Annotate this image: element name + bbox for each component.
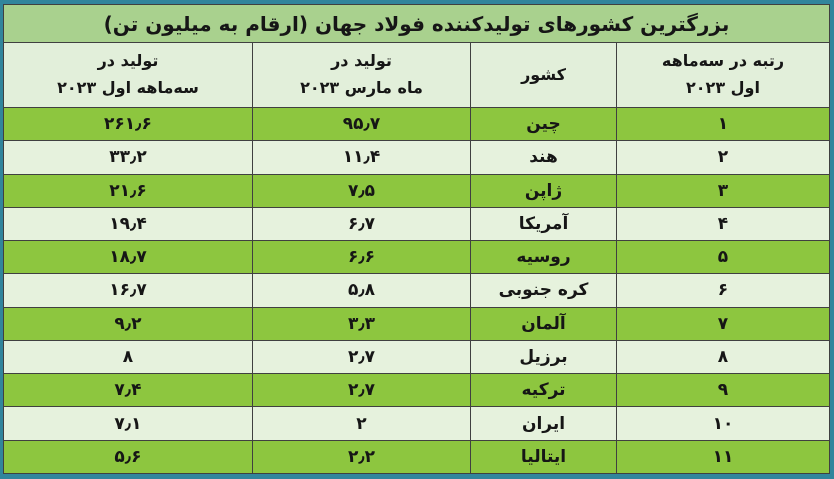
header-country: کشور bbox=[470, 42, 617, 108]
table-row: ۶ کره جنوبی ۵٫۸ ۱۶٫۷ bbox=[2, 273, 830, 308]
header-q1-line2: سه‌ماهه اول ۲۰۲۳ bbox=[57, 78, 199, 97]
rank-cell: ۶ bbox=[616, 273, 830, 308]
country-cell: برزیل bbox=[470, 339, 617, 375]
q1-production-cell: ۱۶٫۷ bbox=[2, 273, 254, 308]
header-rank: رتبه در سه‌ماهه اول ۲۰۲۳ bbox=[616, 42, 830, 108]
rank-cell: ۱۰ bbox=[616, 406, 830, 441]
table-row: ۲ هند ۱۱٫۴ ۳۳٫۲ bbox=[2, 140, 830, 175]
header-march-production: تولید در ماه مارس ۲۰۲۳ bbox=[252, 42, 471, 108]
table-row: ۹ ترکیه ۲٫۷ ۷٫۴ bbox=[2, 373, 830, 408]
march-production-cell: ۲٫۲ bbox=[252, 439, 471, 475]
q1-production-cell: ۵٫۶ bbox=[2, 439, 254, 475]
march-production-cell: ۲ bbox=[252, 406, 471, 441]
country-cell: کره جنوبی bbox=[470, 273, 617, 308]
table-row: ۱۰ ایران ۲ ۷٫۱ bbox=[2, 406, 830, 441]
country-cell: ایتالیا bbox=[470, 439, 617, 475]
rank-cell: ۱۱ bbox=[616, 439, 830, 475]
header-rank-line2: اول ۲۰۲۳ bbox=[686, 78, 760, 97]
header-row: رتبه در سه‌ماهه اول ۲۰۲۳ کشور تولید در م… bbox=[2, 42, 830, 108]
country-cell: ترکیه bbox=[470, 373, 617, 408]
q1-production-cell: ۳۳٫۲ bbox=[2, 140, 254, 175]
table-row: ۴ آمریکا ۶٫۷ ۱۹٫۴ bbox=[2, 206, 830, 242]
country-cell: ژاپن bbox=[470, 173, 617, 208]
q1-production-cell: ۷٫۴ bbox=[2, 373, 254, 408]
march-production-cell: ۲٫۷ bbox=[252, 373, 471, 408]
table-row: ۳ ژاپن ۷٫۵ ۲۱٫۶ bbox=[2, 173, 830, 208]
rank-cell: ۷ bbox=[616, 306, 830, 341]
country-cell: روسیه bbox=[470, 240, 617, 275]
table-row: ۱ چین ۹۵٫۷ ۲۶۱٫۶ bbox=[2, 106, 830, 142]
march-production-cell: ۳٫۳ bbox=[252, 306, 471, 341]
q1-production-cell: ۲۱٫۶ bbox=[2, 173, 254, 208]
q1-production-cell: ۹٫۲ bbox=[2, 306, 254, 341]
march-production-cell: ۹۵٫۷ bbox=[252, 106, 471, 142]
rank-cell: ۹ bbox=[616, 373, 830, 408]
march-production-cell: ۵٫۸ bbox=[252, 273, 471, 308]
country-cell: آمریکا bbox=[470, 206, 617, 242]
march-production-cell: ۱۱٫۴ bbox=[252, 140, 471, 175]
march-production-cell: ۶٫۷ bbox=[252, 206, 471, 242]
q1-production-cell: ۱۸٫۷ bbox=[2, 240, 254, 275]
country-cell: ایران bbox=[470, 406, 617, 441]
rank-cell: ۵ bbox=[616, 240, 830, 275]
header-q1-line1: تولید در bbox=[97, 51, 159, 71]
country-cell: آلمان bbox=[470, 306, 617, 341]
q1-production-cell: ۱۹٫۴ bbox=[2, 206, 254, 242]
rank-cell: ۴ bbox=[616, 206, 830, 242]
table-row: ۱۱ ایتالیا ۲٫۲ ۵٫۶ bbox=[2, 439, 830, 475]
q1-production-cell: ۲۶۱٫۶ bbox=[2, 106, 254, 142]
q1-production-cell: ۷٫۱ bbox=[2, 406, 254, 441]
march-production-cell: ۲٫۷ bbox=[252, 339, 471, 375]
header-march-line1: تولید در bbox=[331, 51, 392, 71]
march-production-cell: ۶٫۶ bbox=[252, 240, 471, 275]
march-production-cell: ۷٫۵ bbox=[252, 173, 471, 208]
table-row: ۷ آلمان ۳٫۳ ۹٫۲ bbox=[2, 306, 830, 341]
steel-production-table: بزرگترین کشورهای تولیدکننده فولاد جهان (… bbox=[2, 4, 831, 475]
table-row: ۸ برزیل ۲٫۷ ۸ bbox=[2, 339, 830, 375]
header-rank-line1: رتبه در سه‌ماهه bbox=[661, 51, 785, 71]
table-title: بزرگترین کشورهای تولیدکننده فولاد جهان (… bbox=[2, 4, 831, 43]
country-cell: هند bbox=[470, 140, 617, 175]
table-row: ۵ روسیه ۶٫۶ ۱۸٫۷ bbox=[2, 240, 830, 275]
q1-production-cell: ۸ bbox=[2, 339, 254, 375]
header-country-label: کشور bbox=[521, 64, 566, 84]
country-cell: چین bbox=[470, 106, 617, 142]
rank-cell: ۱ bbox=[616, 106, 830, 142]
rank-cell: ۸ bbox=[616, 339, 830, 375]
rank-cell: ۲ bbox=[616, 140, 830, 175]
title-row: بزرگترین کشورهای تولیدکننده فولاد جهان (… bbox=[2, 4, 831, 43]
header-q1-production: تولید در سه‌ماهه اول ۲۰۲۳ bbox=[2, 42, 254, 108]
header-march-line2: ماه مارس ۲۰۲۳ bbox=[300, 78, 423, 97]
rank-cell: ۳ bbox=[616, 173, 830, 208]
